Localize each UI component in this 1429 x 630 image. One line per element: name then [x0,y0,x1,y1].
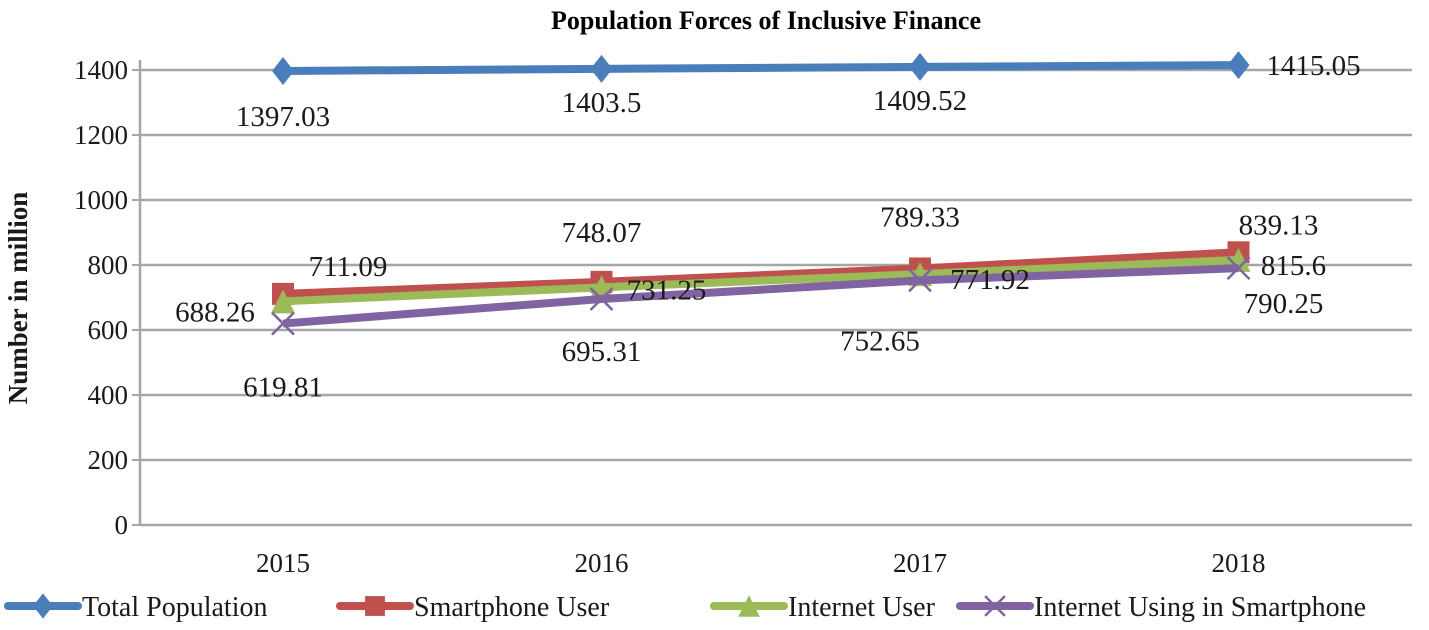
legend-label: Internet User [788,592,936,623]
y-tick-label: 600 [88,315,129,345]
series-total-population [272,51,1250,85]
square-marker [365,596,385,616]
data-label: 619.81 [243,372,323,404]
triangle-marker [271,289,295,314]
y-tick-label: 400 [88,380,129,410]
x-marker-stroke [589,287,614,311]
data-label: 1415.05 [1266,50,1360,82]
series-lines [271,51,1251,336]
x-marker [271,311,295,336]
y-tick-labels: 0 200 400 600 800 1000 1200 1400 [74,55,128,540]
data-label: 771.92 [950,264,1030,296]
legend-item: Internet Using in Smartphone [956,592,1366,623]
x-tick-label: 2016 [575,548,629,578]
legend: Total Population Smartphone User Internet … [4,592,1366,623]
legend-label: Smartphone User [414,592,610,623]
diamond-marker [272,56,294,85]
x-marker [589,287,614,311]
x-marker-stroke [271,311,295,336]
data-label: 1409.52 [873,85,967,117]
y-tick-label: 1000 [74,185,128,215]
y-tick-label: 800 [88,250,129,280]
series-internet-using-in-smartphone [271,256,1251,336]
diamond-marker [909,52,931,81]
diamond-marker [590,54,613,83]
x-marker-stroke [908,268,932,293]
chart-title: Population Forces of Inclusive Finance [551,6,981,35]
x-marker [1226,256,1251,281]
data-label: 1403.5 [562,87,642,119]
data-label: 752.65 [840,325,920,357]
data-label: 731.25 [627,274,707,306]
series-line [282,248,1239,298]
data-labels: 1397.03 1403.5 1409.52 1415.05 711.09 748.07 7… [175,50,1361,403]
x-marker-stroke [1226,256,1251,281]
diamond-marker [1227,51,1250,80]
legend-item: Internet User [710,592,936,623]
data-label: 711.09 [309,251,388,283]
series-line [282,61,1239,75]
y-axis-label: Number in million [3,192,33,405]
data-label: 748.07 [562,217,642,249]
data-label: 789.33 [880,201,960,233]
x-marker [908,268,932,293]
legend-item: Smartphone User [336,592,610,623]
series-line [282,255,1239,306]
y-tick-label: 0 [115,510,129,540]
data-label: 790.25 [1244,288,1324,320]
series-line [282,264,1239,328]
x-tick-label: 2015 [256,548,310,578]
legend-label: Total Population [82,592,267,623]
data-label: 695.31 [562,336,642,368]
y-tick-label: 200 [88,445,129,475]
y-tick-label: 1200 [74,120,128,150]
triangle-marker [738,595,760,617]
x-tick-label: 2017 [893,548,947,578]
data-label: 1397.03 [236,101,330,133]
diamond-marker [33,593,53,619]
x-tick-labels: 2015 2016 2017 2018 [256,548,1266,578]
x-marker-stroke [984,595,1006,617]
x-tick-label: 2018 [1212,548,1266,578]
legend-item: Total Population [4,592,267,623]
x-marker [984,595,1006,617]
data-label: 815.6 [1261,250,1326,282]
data-label: 688.26 [175,296,255,328]
y-tick-label: 1400 [74,55,128,85]
legend-label: Internet Using in Smartphone [1034,592,1366,623]
axes [138,60,1412,527]
data-label: 839.13 [1239,209,1319,241]
